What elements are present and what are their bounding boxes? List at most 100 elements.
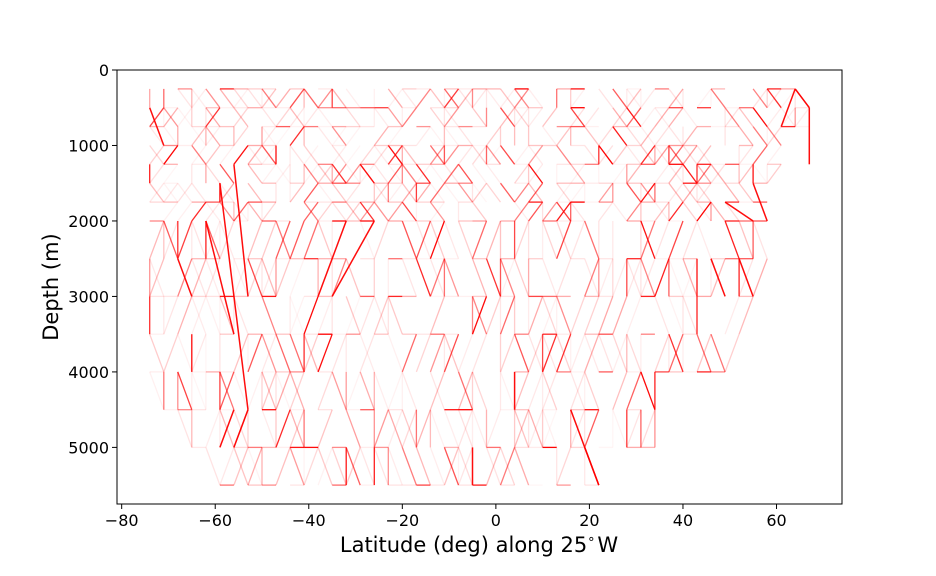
connection-line <box>640 126 656 146</box>
connection-line <box>528 107 544 127</box>
connection-line <box>528 145 544 165</box>
connection-line <box>247 333 263 373</box>
connection-line <box>429 409 446 448</box>
connection-line <box>528 145 544 165</box>
y-tick-label: 3000 <box>68 287 109 306</box>
connection-line <box>275 371 291 410</box>
connection-line <box>191 126 207 146</box>
connection-line <box>514 145 530 165</box>
connection-line <box>696 182 712 203</box>
connection-line <box>485 163 502 184</box>
connection-line <box>570 163 586 184</box>
connection-line <box>247 447 263 486</box>
connection-line <box>485 145 502 165</box>
connection-line <box>457 88 474 109</box>
connection-line <box>626 409 642 448</box>
connection-line <box>149 163 165 184</box>
connection-line <box>556 126 572 146</box>
connection-line <box>163 333 179 373</box>
connection-line <box>654 145 670 165</box>
connection-line <box>163 107 179 127</box>
connection-line <box>401 447 418 486</box>
connection-line <box>331 163 347 184</box>
connection-line <box>303 107 319 127</box>
connection-line <box>303 182 319 203</box>
connection-line <box>584 107 600 127</box>
connection-line <box>668 201 684 222</box>
connection-line <box>233 201 249 222</box>
connection-line <box>387 333 403 373</box>
connection-line <box>345 296 361 335</box>
connection-line <box>612 371 628 410</box>
connection-line <box>443 182 460 203</box>
connection-line <box>289 409 305 448</box>
connection-line <box>401 163 417 184</box>
connection-line <box>331 126 347 146</box>
connection-line <box>261 333 277 373</box>
connection-line <box>668 145 684 165</box>
connection-line <box>584 220 600 259</box>
connection-line <box>514 107 530 127</box>
connection-line <box>233 371 249 410</box>
connection-line <box>668 182 684 203</box>
connection-line <box>191 296 207 335</box>
connection-line <box>541 296 558 335</box>
connection-line <box>612 333 628 373</box>
connection-line <box>275 409 291 448</box>
connection-line <box>584 296 600 335</box>
connection-line <box>598 258 614 297</box>
connection-line <box>457 220 474 259</box>
connection-line <box>598 88 614 109</box>
connection-line <box>317 220 347 297</box>
connection-line <box>443 88 460 109</box>
connection-line <box>289 371 305 410</box>
connection-line <box>570 371 586 410</box>
connection-line <box>177 182 193 203</box>
connection-line <box>163 296 179 335</box>
connection-line <box>513 371 530 410</box>
connection-line <box>668 88 684 109</box>
connection-line <box>556 333 572 373</box>
connection-line <box>247 145 263 165</box>
connection-line <box>261 163 277 184</box>
connection-line <box>191 145 207 165</box>
x-tick-label: 0 <box>491 511 501 530</box>
connection-line <box>247 88 263 109</box>
connection-line <box>584 409 600 448</box>
connection-line <box>696 333 712 373</box>
connection-line <box>457 447 474 486</box>
connection-line <box>471 409 488 448</box>
connection-line <box>612 333 628 373</box>
connection-line <box>443 163 460 184</box>
connection-line <box>303 333 319 373</box>
connection-line <box>485 126 502 146</box>
connection-line <box>471 182 488 203</box>
connection-line <box>752 88 768 109</box>
connection-line <box>654 258 670 297</box>
connection-line <box>219 447 235 486</box>
connection-line <box>149 182 165 203</box>
connection-line <box>289 447 305 486</box>
connection-line <box>191 201 207 222</box>
connection-line <box>205 409 221 448</box>
connection-line <box>766 145 782 165</box>
connection-line <box>317 447 333 486</box>
connection-line <box>513 258 530 297</box>
connection-line <box>289 333 305 373</box>
connection-line <box>724 107 740 127</box>
connection-line <box>317 409 333 448</box>
connection-line <box>471 182 488 203</box>
connection-line <box>177 107 193 127</box>
connection-line <box>780 88 796 109</box>
connection-line <box>429 201 445 222</box>
connection-line <box>289 107 305 127</box>
connection-line <box>556 220 572 259</box>
connection-line <box>640 258 656 297</box>
connection-line <box>499 296 516 335</box>
connection-line <box>247 163 263 184</box>
connection-line <box>373 107 389 127</box>
connection-line <box>668 182 684 203</box>
connection-line <box>626 258 642 297</box>
connection-line <box>682 107 698 127</box>
connection-line <box>289 409 305 448</box>
